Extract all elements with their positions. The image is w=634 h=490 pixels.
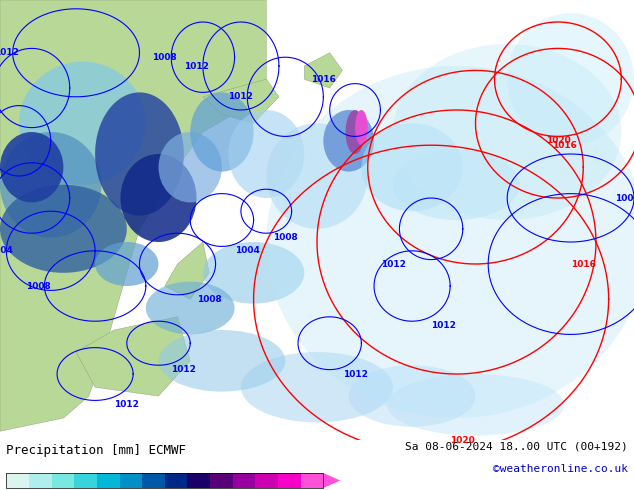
- Ellipse shape: [146, 282, 235, 334]
- Text: 1012: 1012: [184, 62, 209, 71]
- FancyBboxPatch shape: [51, 473, 74, 488]
- Ellipse shape: [203, 242, 304, 304]
- Text: 1008: 1008: [615, 194, 634, 202]
- FancyBboxPatch shape: [256, 473, 278, 488]
- Ellipse shape: [158, 330, 285, 392]
- Ellipse shape: [266, 123, 368, 229]
- Polygon shape: [0, 0, 266, 431]
- Ellipse shape: [346, 110, 365, 154]
- Text: 1012: 1012: [171, 365, 197, 374]
- Text: 1016: 1016: [571, 260, 596, 269]
- FancyBboxPatch shape: [6, 473, 29, 488]
- Ellipse shape: [0, 132, 63, 202]
- FancyBboxPatch shape: [188, 473, 210, 488]
- Ellipse shape: [393, 44, 621, 220]
- Text: 1016: 1016: [311, 74, 336, 84]
- Text: 1016: 1016: [552, 141, 577, 150]
- Text: Precipitation [mm] ECMWF: Precipitation [mm] ECMWF: [6, 444, 186, 457]
- Text: 1020: 1020: [450, 436, 476, 444]
- Ellipse shape: [355, 110, 368, 145]
- Ellipse shape: [393, 149, 520, 220]
- Text: 1012: 1012: [380, 260, 406, 269]
- Ellipse shape: [158, 132, 222, 202]
- Polygon shape: [304, 53, 342, 88]
- Polygon shape: [203, 79, 279, 123]
- Text: 1008: 1008: [273, 233, 298, 242]
- Text: 1008: 1008: [152, 53, 178, 62]
- Ellipse shape: [0, 185, 127, 273]
- Text: 1004: 1004: [0, 246, 13, 255]
- FancyBboxPatch shape: [120, 473, 142, 488]
- FancyBboxPatch shape: [233, 473, 256, 488]
- Ellipse shape: [95, 93, 184, 216]
- Ellipse shape: [95, 242, 158, 286]
- Ellipse shape: [361, 123, 463, 211]
- FancyBboxPatch shape: [142, 473, 165, 488]
- Ellipse shape: [349, 365, 476, 427]
- Text: 1008: 1008: [197, 294, 222, 304]
- Polygon shape: [323, 473, 340, 488]
- Ellipse shape: [387, 374, 564, 436]
- FancyBboxPatch shape: [210, 473, 233, 488]
- Text: 1012: 1012: [228, 92, 254, 101]
- Ellipse shape: [228, 110, 304, 198]
- FancyBboxPatch shape: [97, 473, 120, 488]
- Text: 1012: 1012: [0, 49, 19, 57]
- Ellipse shape: [323, 110, 374, 172]
- Text: Sa 08-06-2024 18..00 UTC (00+192): Sa 08-06-2024 18..00 UTC (00+192): [405, 441, 628, 451]
- Ellipse shape: [190, 93, 254, 172]
- Text: ©weatheronline.co.uk: ©weatheronline.co.uk: [493, 464, 628, 474]
- Polygon shape: [165, 242, 209, 299]
- Text: 1012: 1012: [342, 369, 368, 378]
- Ellipse shape: [507, 13, 634, 145]
- Polygon shape: [76, 317, 190, 396]
- Ellipse shape: [19, 62, 146, 185]
- Ellipse shape: [120, 154, 197, 242]
- Text: 1020: 1020: [545, 136, 571, 146]
- FancyBboxPatch shape: [29, 473, 51, 488]
- Ellipse shape: [0, 132, 101, 238]
- Text: 1008: 1008: [25, 282, 51, 291]
- FancyBboxPatch shape: [278, 473, 301, 488]
- FancyBboxPatch shape: [165, 473, 188, 488]
- FancyBboxPatch shape: [74, 473, 97, 488]
- Ellipse shape: [266, 66, 634, 418]
- Text: 1012: 1012: [114, 400, 139, 409]
- Ellipse shape: [241, 352, 393, 422]
- FancyBboxPatch shape: [301, 473, 323, 488]
- Text: 1012: 1012: [431, 321, 456, 330]
- Text: 1004: 1004: [235, 246, 260, 255]
